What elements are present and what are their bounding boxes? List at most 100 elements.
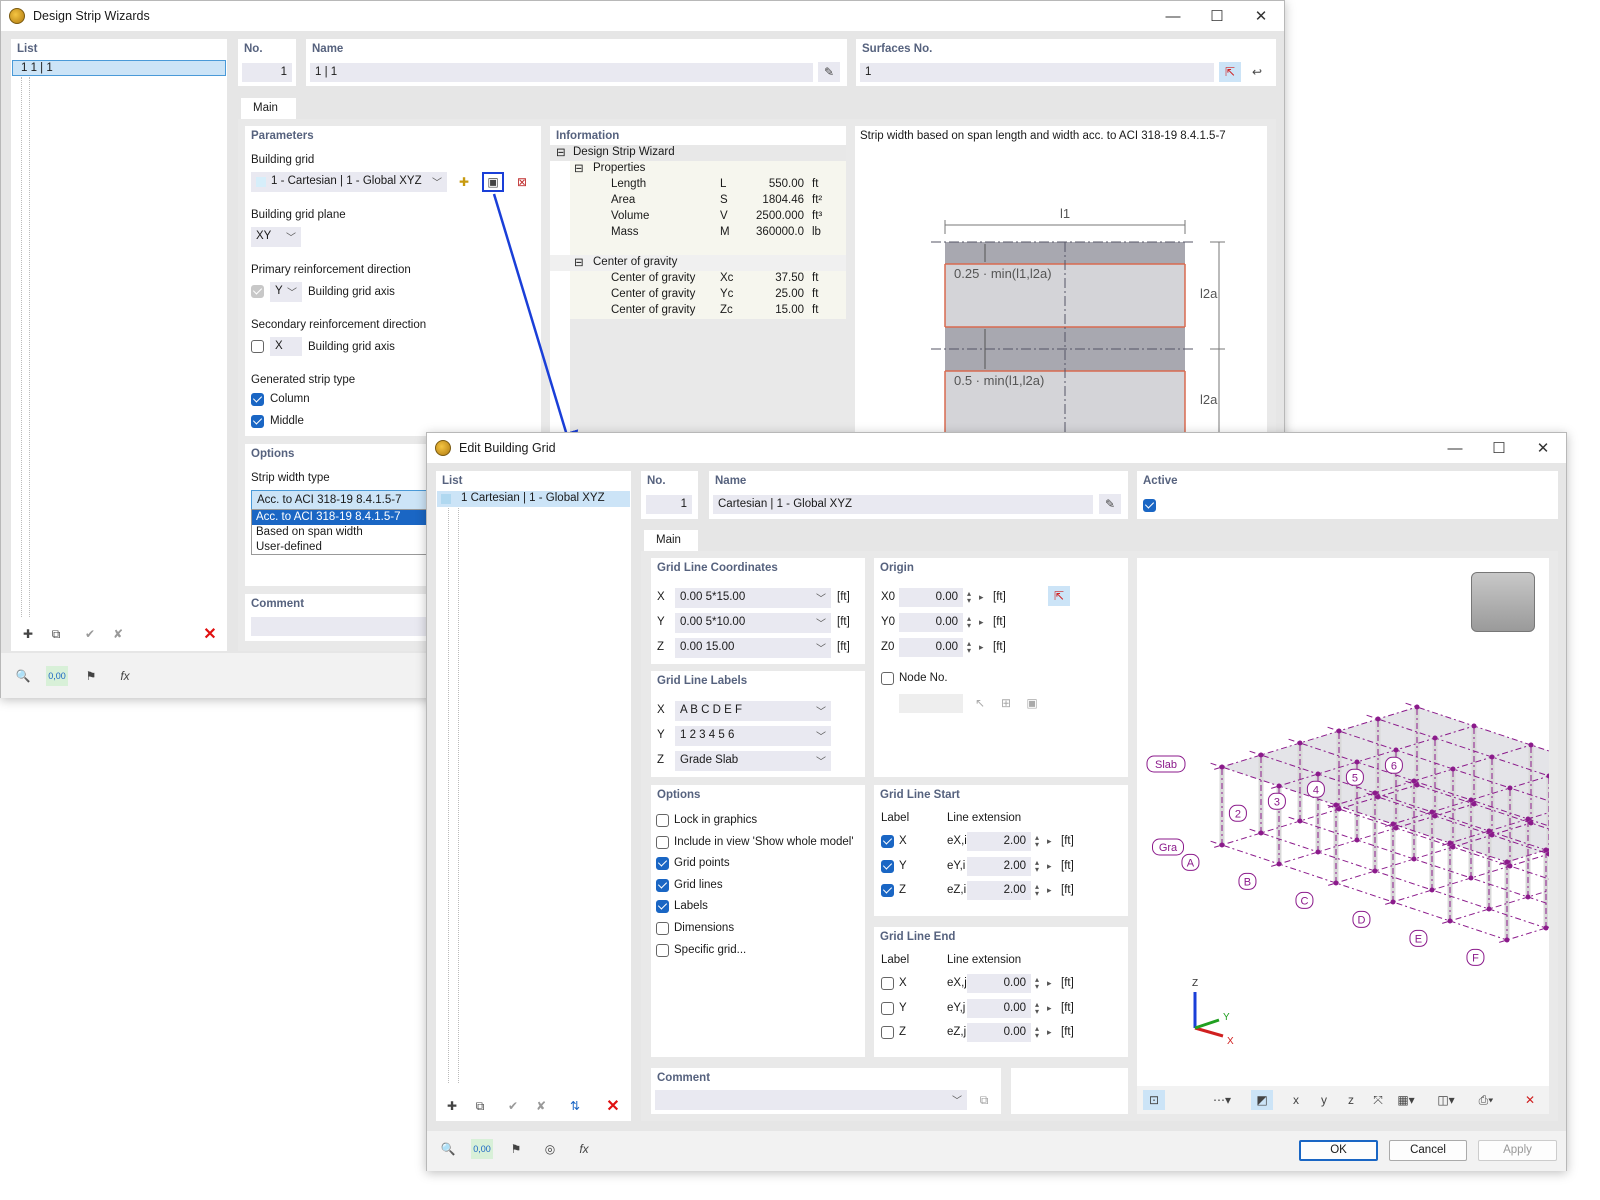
option-checkbox[interactable] [656,814,669,827]
numbering-icon[interactable]: ⋯▾ [1212,1093,1232,1107]
close-button[interactable]: ✕ [1254,8,1268,25]
option-checkbox[interactable] [656,922,669,935]
comment-field[interactable] [251,617,435,636]
iso-view-icon[interactable]: ⤧ [1373,1092,1383,1107]
arrow-right-icon[interactable]: ▸ [1047,836,1052,846]
arrow-right-icon[interactable]: ▸ [1047,1027,1052,1037]
dropdown-option[interactable]: User-defined [256,541,322,553]
arrow-right-icon[interactable]: ▸ [1047,978,1052,988]
new-grid-icon[interactable]: ✚ [458,175,470,189]
coordinate-select[interactable]: 0.00 5*15.00 ﹀ [675,588,831,608]
option-checkbox[interactable] [656,943,669,957]
view-cube-icon[interactable] [1471,572,1535,632]
name-field[interactable]: 1 | 1 [310,63,813,82]
spinner-icon[interactable]: ▴ ▾ [1035,975,1040,991]
arrow-right-icon[interactable]: ▸ [979,592,984,602]
option-checkbox[interactable] [656,835,669,849]
units-icon[interactable]: 0,00 [46,666,68,686]
cog-node[interactable]: ⊟ Center of gravity [550,255,846,271]
primary-checkbox[interactable] [251,285,264,298]
dropdown-option[interactable]: Based on span width [256,526,363,538]
tab-main[interactable]: Main [241,98,296,119]
view-z-icon[interactable]: z [1348,1093,1354,1107]
label-checkbox[interactable] [881,835,894,848]
minimize-button[interactable]: — [1165,7,1181,25]
list-item[interactable]: 1 Cartesian | 1 - Global XYZ [437,491,630,507]
spinner-icon[interactable]: ▴ ▾ [1035,857,1040,874]
label-checkbox[interactable] [881,1001,894,1015]
view-settings-icon[interactable]: ⊡ [1143,1090,1165,1110]
column-checkbox[interactable] [251,393,264,406]
close-button[interactable]: ✕ [1536,440,1550,457]
collapse-icon[interactable]: ⊟ [574,257,584,269]
view-x-icon[interactable]: x [1293,1093,1299,1107]
value-field[interactable]: 0.00 [967,1023,1031,1042]
display-mode-icon[interactable]: ▦▾ [1397,1093,1415,1107]
label-select[interactable]: Grade Slab ﹀ [675,751,831,771]
display-icon[interactable]: ⚑ [85,669,97,683]
new-item-icon[interactable]: ✚ [446,1099,458,1113]
value-field[interactable]: 0.00 [967,998,1031,1018]
no-field[interactable]: 1 [242,63,292,82]
label-checkbox[interactable] [881,977,894,990]
arrow-right-icon[interactable]: ▸ [979,617,984,627]
pick-surface-icon[interactable]: ⇱ [1219,62,1241,82]
name-field[interactable]: Cartesian | 1 - Global XYZ [713,495,1093,514]
value-field[interactable]: 2.00 [967,856,1031,876]
node-no-checkbox[interactable] [881,672,894,685]
display-icon[interactable]: ⚑ [510,1142,522,1156]
properties-node[interactable]: ⊟ Properties [550,161,846,177]
tab-main[interactable]: Main [644,530,698,551]
maximize-button[interactable]: ☐ [1492,440,1506,457]
units-icon[interactable]: 0,00 [471,1139,493,1159]
spinner-icon[interactable]: ▴ ▾ [1035,833,1040,849]
pick-origin-icon[interactable]: ⇱ [1048,586,1070,606]
check-all-icon[interactable]: ✔ [84,627,96,641]
strip-width-select[interactable]: Acc. to ACI 318-19 8.4.1.5-7 [251,490,435,510]
new-node-icon[interactable]: ⊞ [1000,696,1012,710]
edit-node-icon[interactable]: ▣ [1026,696,1038,710]
coordinate-select[interactable]: 0.00 15.00 ﹀ [675,638,831,658]
edit-grid-icon[interactable]: ▣ [482,172,504,192]
comment-field[interactable]: ﹀ [655,1090,967,1110]
uncheck-all-icon[interactable]: ✘ [535,1099,547,1113]
node-no-field[interactable] [899,694,963,713]
spinner-icon[interactable]: ▴ ▾ [967,614,972,630]
ok-button[interactable]: OK [1299,1140,1378,1161]
label-checkbox[interactable] [881,1026,894,1039]
view-icon[interactable]: ◎ [544,1142,556,1156]
list-item[interactable]: 1 1 | 1 [12,60,226,76]
active-checkbox[interactable] [1143,499,1156,512]
function-icon[interactable]: fx [120,669,130,683]
spinner-icon[interactable]: ▴ ▾ [967,589,972,605]
apply-button[interactable]: Apply [1478,1140,1557,1161]
option-checkbox[interactable] [656,878,669,892]
no-field[interactable]: 1 [646,495,692,514]
comment-library-icon[interactable]: ⧉ [979,1092,989,1107]
label-select[interactable]: A B C D E F ﹀ [675,701,831,721]
delete-grid-icon[interactable]: ⊠ [516,175,528,189]
spinner-icon[interactable]: ▴ ▾ [1035,882,1040,898]
reset-view-icon[interactable]: ✕ [1524,1093,1536,1107]
edit-name-icon[interactable]: ✎ [818,62,840,82]
render-icon[interactable]: ◩ [1251,1090,1273,1110]
help-icon[interactable]: 🔍 [15,669,31,683]
arrow-right-icon[interactable]: ▸ [1047,1002,1052,1013]
pick-node-icon[interactable]: ↖ [974,696,986,710]
box-view-icon[interactable]: ◫▾ [1437,1093,1455,1107]
surfaces-field[interactable]: 1 [860,63,1214,82]
print-icon[interactable]: ⎙▾ [1478,1092,1494,1107]
value-field[interactable]: 0.00 [899,613,963,632]
check-all-icon[interactable]: ✔ [507,1099,519,1113]
label-checkbox[interactable] [881,884,894,897]
help-icon[interactable]: 🔍 [440,1142,456,1156]
copy-item-icon[interactable]: ⧉ [51,626,61,641]
secondary-axis-field[interactable]: X [270,337,302,356]
collapse-icon[interactable]: ⊟ [574,163,584,175]
new-item-icon[interactable]: ✚ [22,627,34,641]
uncheck-all-icon[interactable]: ✘ [112,627,124,641]
plane-select[interactable]: XY ﹀ [251,227,301,247]
cancel-button[interactable]: Cancel [1389,1140,1467,1161]
copy-item-icon[interactable]: ⧉ [475,1098,485,1113]
option-checkbox[interactable] [656,857,669,871]
